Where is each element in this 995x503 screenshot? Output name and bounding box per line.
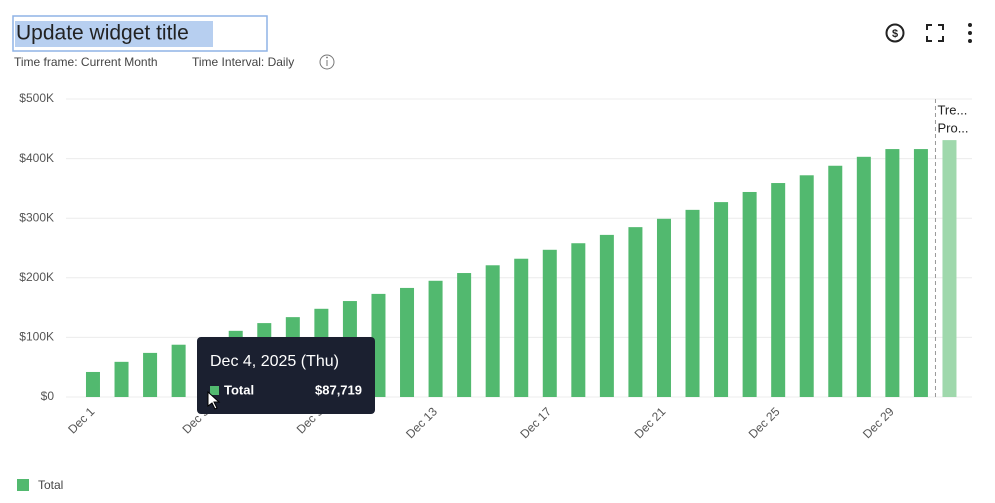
currency-icon[interactable]: $ [885,23,905,43]
y-tick-label: $0 [41,389,55,403]
bar [799,175,814,397]
bar [171,344,186,397]
x-tick-label: Dec 13 [403,404,440,441]
bar [828,165,843,397]
y-tick-label: $300K [19,210,54,224]
bar [685,209,700,397]
bar [599,234,614,397]
widget-title[interactable]: Update widget title [16,22,189,45]
cursor [207,390,221,410]
bar [485,265,500,397]
tooltip-series: Total [224,382,254,397]
y-tick-label: $200K [19,270,54,284]
legend-swatch [17,479,29,491]
time-interval: Time Interval: Daily [192,55,294,69]
expand-icon[interactable] [926,24,944,42]
x-tick-label: Dec 21 [632,404,669,441]
bar [542,249,557,397]
bar [457,273,472,397]
bar [714,202,729,397]
tooltip: Dec 4, 2025 (Thu) Total $87,719 [197,337,375,414]
bar [628,227,643,397]
y-tick-label: $500K [19,91,54,105]
bar [742,191,757,397]
bar [143,352,158,397]
bar [885,149,900,397]
tooltip-swatch [210,386,219,395]
bar [85,371,100,397]
bar [942,140,957,397]
tooltip-title: Dec 4, 2025 (Thu) [210,353,339,370]
bar [114,361,129,397]
projection-label: Pro... [937,120,968,135]
y-tick-label: $400K [19,151,54,165]
legend[interactable]: Total [17,478,63,492]
svg-text:$: $ [892,28,898,40]
bar [428,280,443,397]
bar [771,183,786,397]
projection-label: Tre... [937,102,967,117]
info-icon[interactable] [319,54,335,70]
bar [514,258,529,397]
more-icon[interactable] [968,23,972,43]
tooltip-value: $87,719 [315,382,362,397]
bar [400,287,415,397]
time-frame: Time frame: Current Month [14,55,158,69]
x-tick-label: Dec 29 [860,404,897,441]
bar [656,218,671,397]
y-tick-label: $100K [19,330,54,344]
bar [913,149,928,397]
title-selection [15,21,213,47]
x-tick-label: Dec 25 [746,404,783,441]
x-tick-label: Dec 17 [517,404,554,441]
legend-label: Total [38,478,63,492]
bar [856,156,871,397]
x-tick-label: Dec 1 [65,404,97,436]
bar [571,243,586,397]
